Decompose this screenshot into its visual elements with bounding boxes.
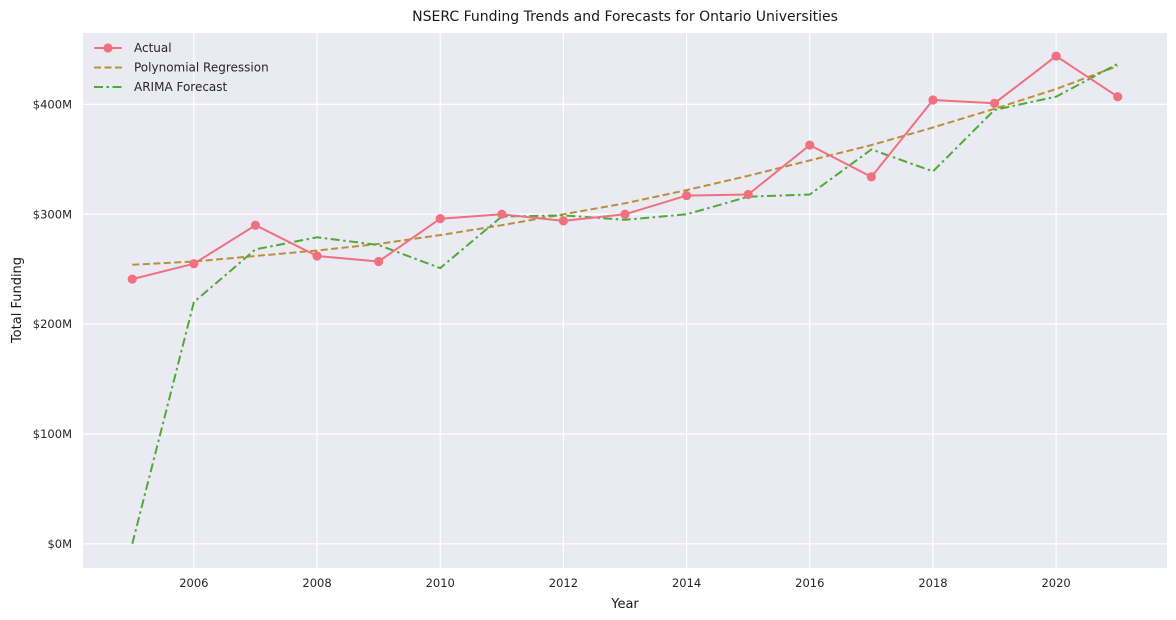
x-tick-label: 2018 bbox=[918, 576, 947, 590]
data-point bbox=[312, 251, 322, 261]
data-point bbox=[866, 172, 876, 182]
series-line-1 bbox=[132, 65, 1119, 266]
x-tick-label: 2012 bbox=[549, 576, 578, 590]
y-tick-label: $400M bbox=[33, 97, 72, 111]
x-tick-label: 2006 bbox=[179, 576, 208, 590]
legend-label: Actual bbox=[134, 41, 172, 55]
data-point bbox=[1051, 51, 1061, 61]
y-tick-labels: $0M $100M $200M $300M $400M bbox=[33, 97, 72, 550]
data-point bbox=[743, 189, 753, 200]
data-point bbox=[558, 216, 569, 226]
x-tick-label: 2016 bbox=[795, 576, 824, 590]
legend: Actual Polynomial Regression ARIMA Forecas… bbox=[94, 41, 269, 94]
data-point bbox=[435, 214, 445, 224]
series-layer bbox=[127, 51, 1123, 545]
legend-label: Polynomial Regression bbox=[134, 61, 269, 75]
chart-title: NSERC Funding Trends and Forecasts for O… bbox=[412, 9, 838, 25]
y-tick-label: $0M bbox=[47, 537, 72, 551]
y-axis-label: Total Funding bbox=[10, 257, 25, 344]
data-point bbox=[189, 259, 199, 269]
legend-label: ARIMA Forecast bbox=[134, 80, 228, 94]
data-point bbox=[127, 274, 137, 284]
grid bbox=[83, 33, 1167, 568]
y-tick-label: $300M bbox=[33, 207, 72, 221]
data-point bbox=[1113, 92, 1123, 102]
series-line-2 bbox=[131, 62, 1119, 545]
x-axis-label: Year bbox=[610, 597, 639, 612]
y-tick-label: $100M bbox=[33, 427, 72, 441]
legend-marker bbox=[103, 43, 113, 53]
data-point bbox=[620, 209, 630, 219]
data-point bbox=[681, 190, 692, 201]
x-tick-label: 2020 bbox=[1041, 576, 1070, 590]
y-tick-label: $200M bbox=[33, 317, 72, 331]
x-tick-labels: 2006 2008 2010 2012 2014 2016 2018 2020 bbox=[179, 576, 1071, 590]
data-point bbox=[497, 209, 507, 219]
data-point bbox=[374, 256, 384, 267]
plot-background bbox=[83, 33, 1167, 568]
x-tick-label: 2008 bbox=[302, 576, 331, 590]
data-point bbox=[805, 140, 815, 150]
x-tick-label: 2010 bbox=[426, 576, 455, 590]
data-point bbox=[250, 220, 261, 230]
x-tick-label: 2014 bbox=[672, 576, 701, 590]
data-point bbox=[989, 98, 1000, 108]
data-point bbox=[928, 95, 938, 105]
